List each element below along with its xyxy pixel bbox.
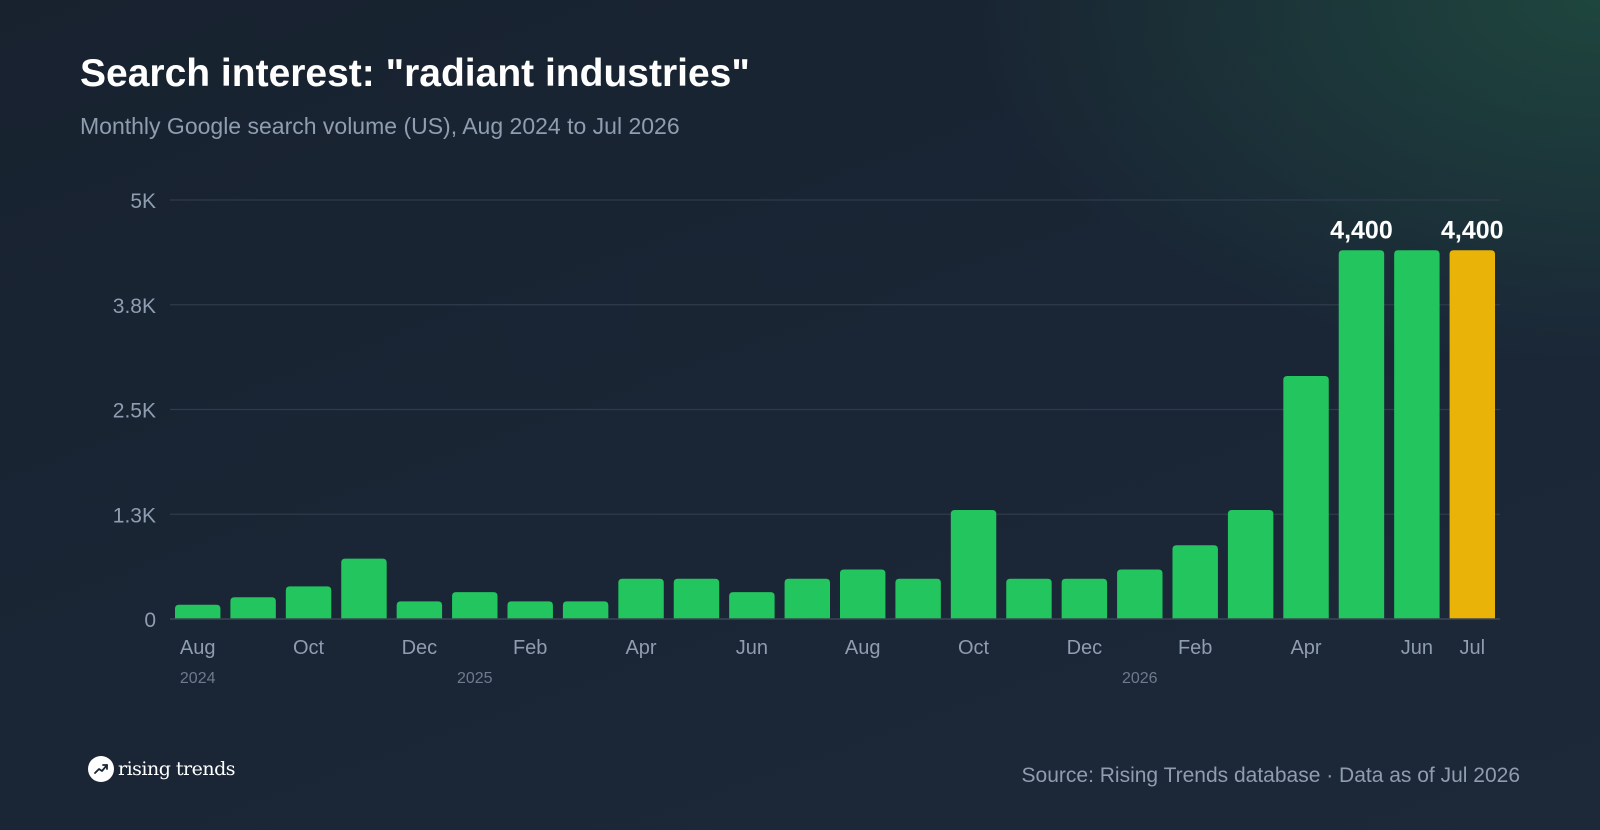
y-tick-label: 1.3K — [113, 504, 156, 527]
y-axis-ticks: 0 1.3K 2.5K 3.8K 5K — [113, 190, 156, 632]
bar — [341, 558, 387, 619]
y-tick-label: 5K — [130, 190, 156, 213]
bar — [729, 592, 775, 619]
source-note: Source: Rising Trends database · Data as… — [1021, 764, 1520, 787]
trending-up-icon — [88, 756, 114, 782]
bar — [1394, 250, 1440, 619]
bar — [507, 601, 553, 619]
bar — [174, 604, 221, 619]
bar — [452, 592, 498, 619]
chart-title: Search interest: "radiant industries" — [80, 52, 750, 95]
year-label: 2025 — [457, 670, 493, 687]
x-tick-label: Dec — [402, 637, 438, 659]
bar — [950, 510, 997, 619]
x-tick-label: Feb — [513, 637, 547, 659]
chart-subtitle: Monthly Google search volume (US), Aug 2… — [80, 113, 680, 139]
bar — [1172, 545, 1218, 619]
bar — [618, 578, 664, 619]
data-labels: 4,400 4,400 — [1330, 216, 1503, 244]
bar — [285, 586, 332, 619]
x-tick-label: Jun — [1401, 637, 1433, 659]
x-tick-label: Apr — [1290, 637, 1321, 659]
x-tick-label: Aug — [180, 637, 216, 659]
bar — [230, 597, 276, 619]
bar — [839, 569, 886, 619]
highlight-bar — [1449, 250, 1496, 619]
data-label: 4,400 — [1330, 216, 1393, 244]
x-tick-label: Jun — [736, 637, 768, 659]
x-tick-label: Oct — [293, 637, 325, 659]
x-tick-label: Oct — [958, 637, 990, 659]
year-label: 2026 — [1122, 670, 1158, 687]
brand-name: rising trends — [118, 758, 236, 780]
year-label: 2024 — [180, 670, 216, 687]
x-tick-label: Jul — [1460, 637, 1486, 659]
bars — [174, 250, 1496, 619]
bar — [1061, 578, 1108, 619]
data-label: 4,400 — [1441, 216, 1504, 244]
x-tick-label: Dec — [1067, 637, 1103, 659]
bar — [784, 578, 831, 619]
bar — [562, 601, 609, 619]
x-tick-label: Feb — [1178, 637, 1212, 659]
x-tick-label: Aug — [845, 637, 881, 659]
year-labels: 2024 2025 2026 — [180, 670, 1158, 687]
bar — [895, 578, 941, 619]
x-tick-label: Apr — [625, 637, 656, 659]
bar — [673, 578, 720, 619]
gridlines — [170, 199, 1500, 515]
bar — [1283, 375, 1329, 619]
x-axis-ticks: Aug Oct Dec Feb Apr Jun Aug Oct Dec Feb Apr Jun Jul — [180, 637, 1485, 659]
bar — [1338, 250, 1385, 619]
y-tick-label: 2.5K — [113, 400, 156, 423]
bar — [1117, 569, 1163, 619]
y-tick-label: 0 — [144, 609, 156, 632]
y-tick-label: 3.8K — [113, 295, 156, 318]
bar — [396, 601, 443, 619]
bar — [1227, 510, 1274, 619]
brand-logo: rising trends — [88, 756, 236, 782]
bar — [1006, 578, 1052, 619]
